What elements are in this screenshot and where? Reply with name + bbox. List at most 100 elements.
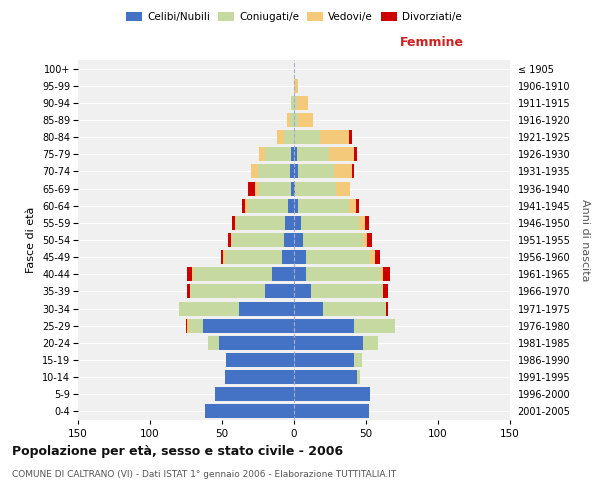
- Bar: [363, 336, 377, 350]
- Bar: [203, 318, 294, 332]
- Bar: [259, 182, 291, 196]
- Bar: [265, 148, 291, 162]
- Bar: [239, 302, 294, 316]
- Bar: [294, 336, 363, 350]
- Bar: [225, 370, 294, 384]
- Bar: [290, 113, 294, 127]
- Bar: [232, 216, 235, 230]
- Bar: [320, 130, 349, 144]
- Bar: [219, 336, 294, 350]
- Bar: [294, 148, 297, 162]
- Bar: [251, 164, 258, 178]
- Y-axis label: Fasce di età: Fasce di età: [26, 207, 37, 273]
- Bar: [294, 216, 301, 230]
- Legend: Celibi/Nubili, Coniugati/e, Vedovi/e, Divorziati/e: Celibi/Nubili, Coniugati/e, Vedovi/e, Di…: [122, 8, 466, 26]
- Bar: [223, 250, 225, 264]
- Bar: [329, 148, 355, 162]
- Bar: [356, 198, 359, 212]
- Bar: [349, 198, 356, 212]
- Bar: [363, 233, 367, 247]
- Bar: [205, 404, 294, 418]
- Bar: [225, 250, 283, 264]
- Bar: [258, 164, 290, 178]
- Bar: [284, 233, 294, 247]
- Bar: [311, 284, 383, 298]
- Bar: [374, 250, 380, 264]
- Bar: [242, 198, 245, 212]
- Bar: [294, 96, 297, 110]
- Bar: [305, 268, 380, 281]
- Bar: [294, 250, 305, 264]
- Bar: [358, 370, 360, 384]
- Bar: [298, 164, 334, 178]
- Bar: [294, 130, 320, 144]
- Bar: [323, 302, 386, 316]
- Bar: [383, 268, 391, 281]
- Bar: [294, 268, 305, 281]
- Bar: [298, 113, 313, 127]
- Bar: [189, 318, 203, 332]
- Bar: [288, 198, 294, 212]
- Bar: [215, 388, 294, 402]
- Bar: [248, 198, 288, 212]
- Bar: [286, 216, 294, 230]
- Bar: [297, 96, 308, 110]
- Bar: [291, 148, 294, 162]
- Bar: [228, 233, 230, 247]
- Bar: [294, 353, 355, 367]
- Bar: [186, 318, 187, 332]
- Bar: [230, 233, 232, 247]
- Bar: [294, 388, 370, 402]
- Bar: [295, 182, 336, 196]
- Bar: [294, 233, 302, 247]
- Bar: [192, 268, 193, 281]
- Bar: [236, 216, 286, 230]
- Bar: [193, 268, 272, 281]
- Bar: [352, 164, 355, 178]
- Bar: [355, 318, 395, 332]
- Bar: [294, 164, 298, 178]
- Bar: [277, 130, 284, 144]
- Bar: [226, 353, 294, 367]
- Bar: [190, 284, 265, 298]
- Bar: [383, 284, 388, 298]
- Bar: [187, 268, 192, 281]
- Bar: [259, 148, 265, 162]
- Bar: [359, 216, 365, 230]
- Bar: [291, 182, 294, 196]
- Bar: [283, 250, 294, 264]
- Bar: [291, 96, 294, 110]
- Bar: [235, 216, 236, 230]
- Bar: [380, 268, 383, 281]
- Bar: [386, 302, 388, 316]
- Bar: [265, 284, 294, 298]
- Bar: [290, 164, 294, 178]
- Bar: [294, 198, 298, 212]
- Bar: [294, 182, 295, 196]
- Bar: [284, 130, 294, 144]
- Bar: [287, 113, 290, 127]
- Bar: [255, 182, 259, 196]
- Bar: [301, 216, 359, 230]
- Bar: [232, 233, 284, 247]
- Bar: [187, 284, 190, 298]
- Bar: [336, 182, 350, 196]
- Bar: [302, 233, 363, 247]
- Bar: [179, 302, 239, 316]
- Bar: [208, 336, 219, 350]
- Bar: [294, 78, 295, 92]
- Bar: [294, 318, 355, 332]
- Text: COMUNE DI CALTRANO (VI) - Dati ISTAT 1° gennaio 2006 - Elaborazione TUTTITALIA.I: COMUNE DI CALTRANO (VI) - Dati ISTAT 1° …: [12, 470, 396, 479]
- Bar: [294, 302, 323, 316]
- Text: Femmine: Femmine: [400, 36, 464, 49]
- Bar: [272, 268, 294, 281]
- Bar: [355, 353, 362, 367]
- Bar: [294, 404, 369, 418]
- Bar: [248, 182, 255, 196]
- Bar: [298, 198, 349, 212]
- Bar: [294, 284, 311, 298]
- Y-axis label: Anni di nascita: Anni di nascita: [580, 198, 590, 281]
- Bar: [349, 130, 352, 144]
- Bar: [294, 370, 358, 384]
- Bar: [221, 250, 223, 264]
